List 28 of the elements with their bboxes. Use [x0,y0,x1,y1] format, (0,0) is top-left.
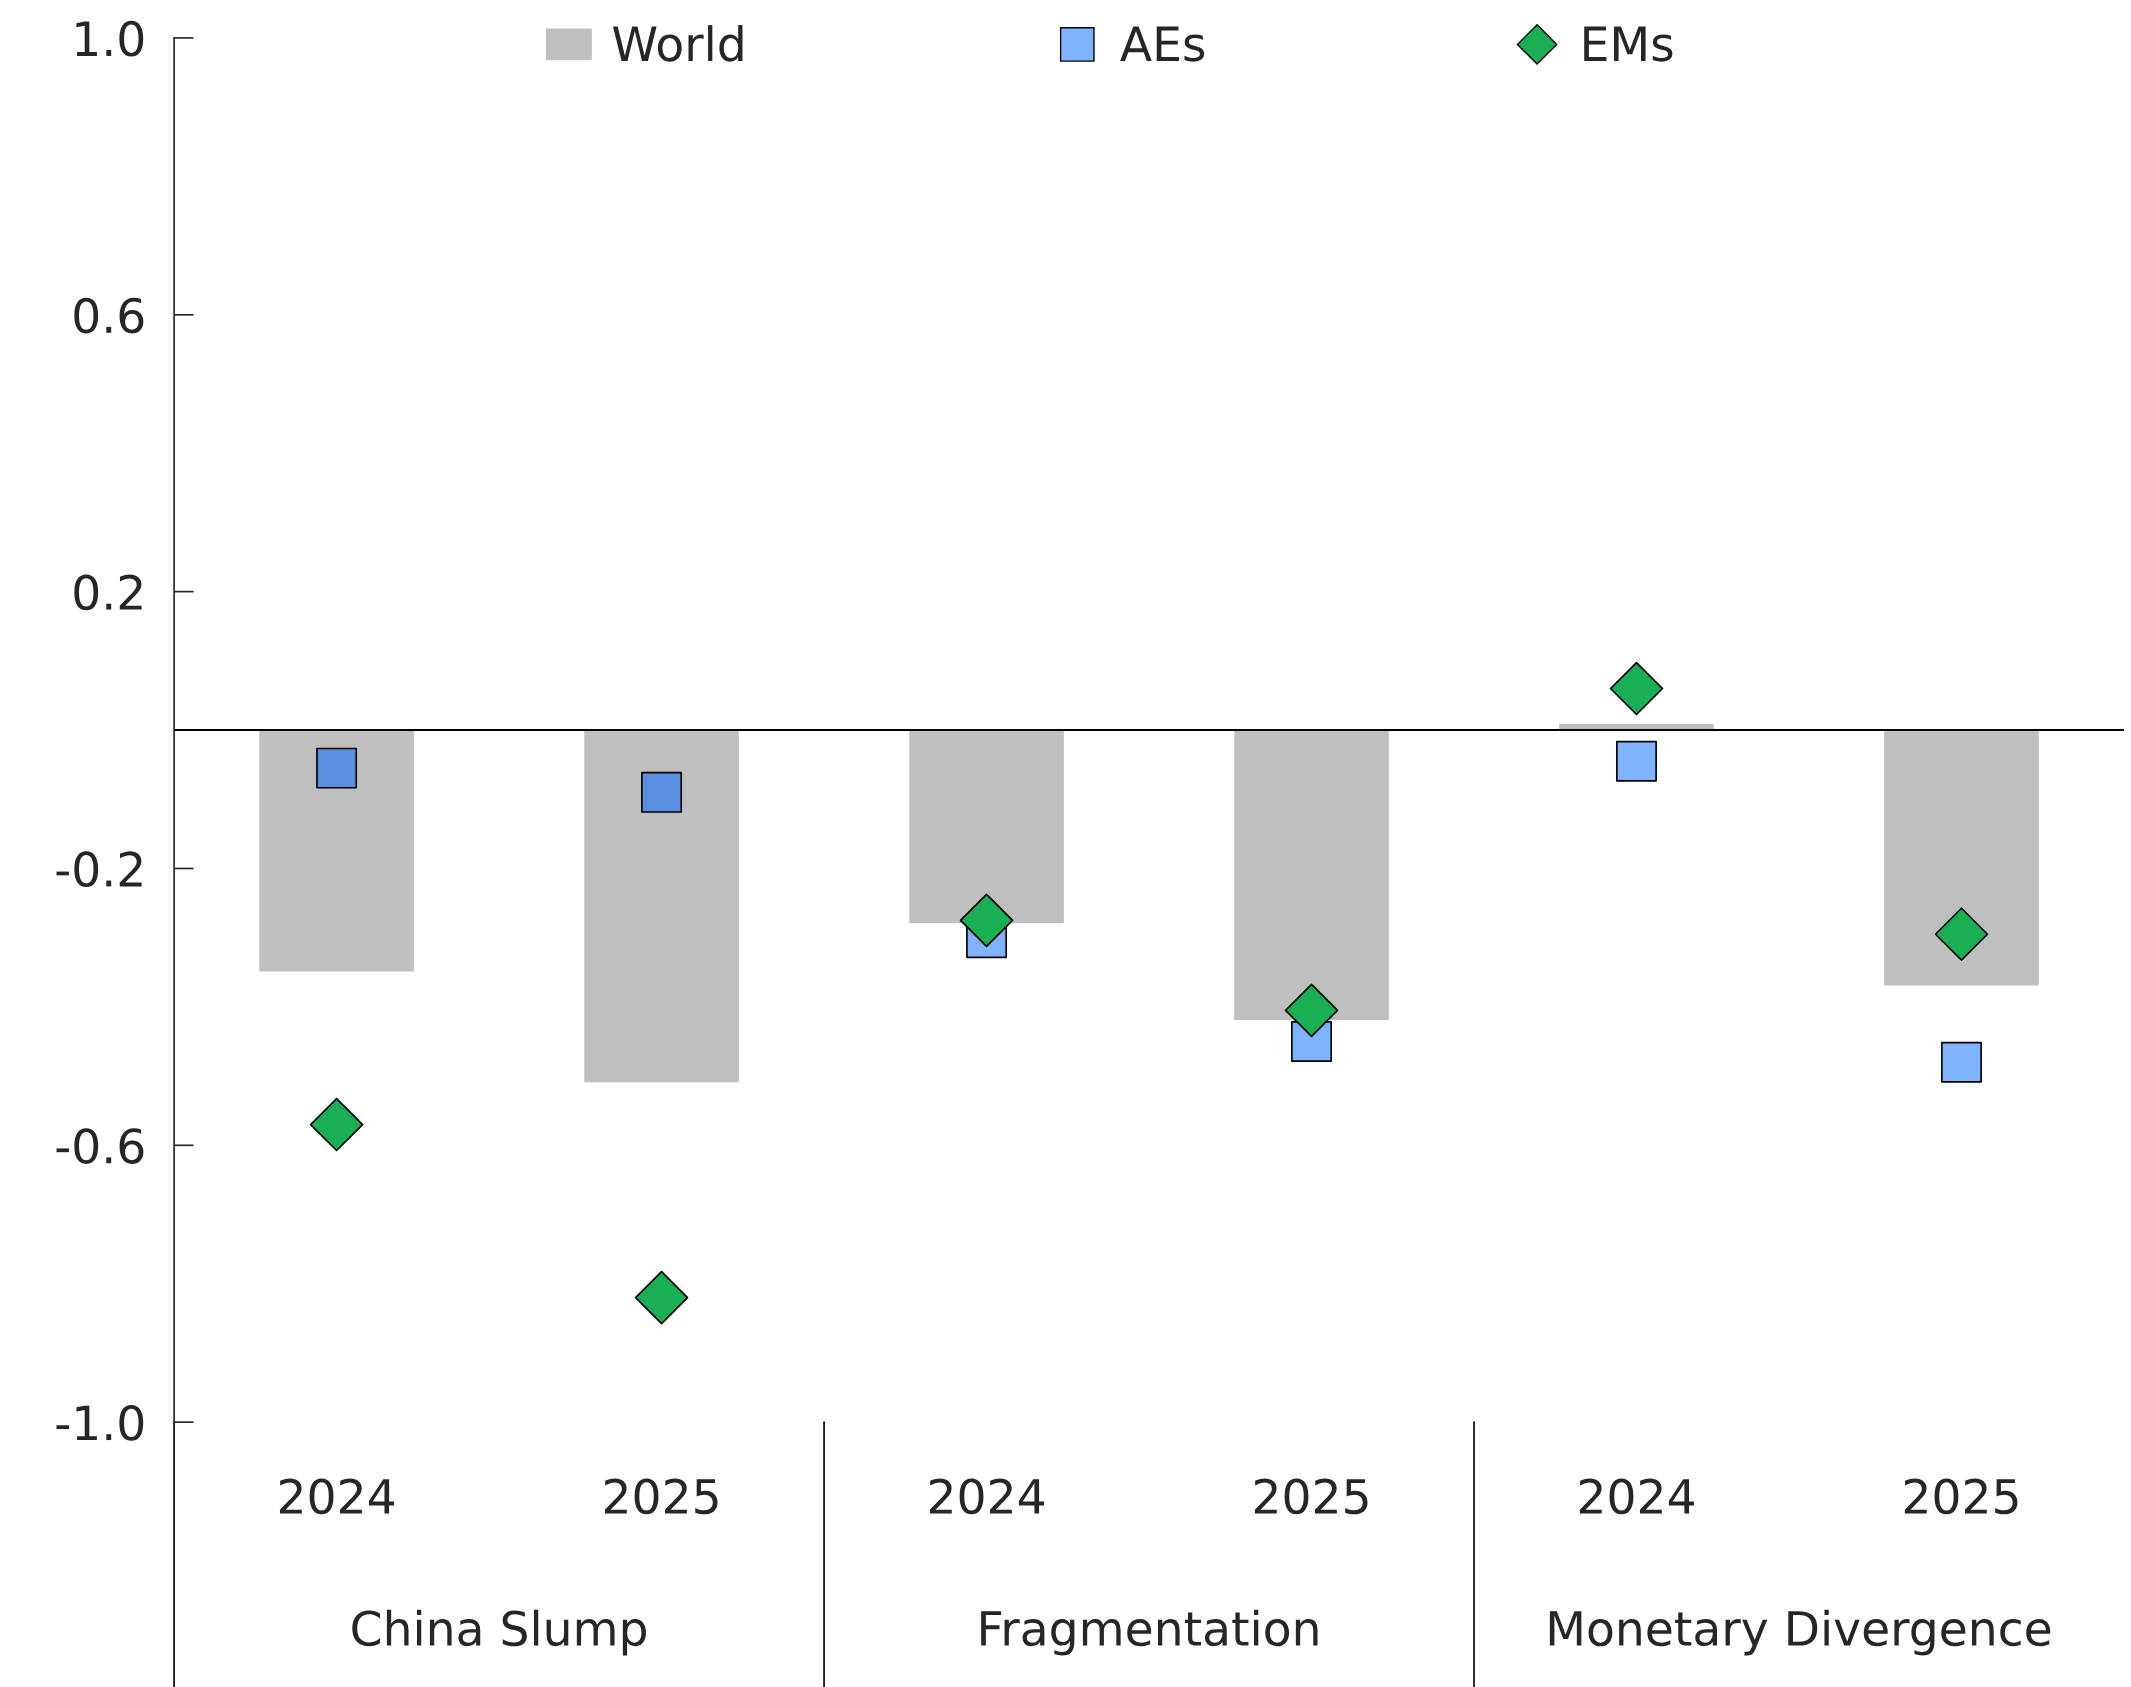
x-tick-label: 2025 [604,1478,718,1515]
point [1284,983,1339,1038]
point [959,893,1014,948]
x-tick-label: 2024 [279,1478,395,1515]
point [309,1097,364,1152]
text: Fragmentation [981,1609,1318,1656]
legend-label: EMs [1584,26,1673,62]
text: Monetary Divergence [1549,1609,2051,1656]
point [641,771,683,813]
y-tick-label: 1.0 [76,20,144,57]
x-tick-label: 2025 [1254,1478,1368,1515]
x-tick-label: 2024 [1579,1478,1694,1515]
text: China Slump [352,1609,646,1656]
point [634,1270,689,1325]
point [1941,1041,1982,1083]
legend-label: World [612,25,743,62]
x-tick-label: 2024 [929,1478,1044,1515]
y-tick-label: -0.6 [56,1128,144,1164]
y-tick-label: 0.6 [74,297,144,334]
y-tick-label: -0.2 [56,851,142,888]
point [316,747,358,789]
y-tick-label: -1.0 [56,1405,144,1441]
y-tick-label: 0.2 [74,574,142,611]
x-tick-label: 2025 [1904,1478,2018,1515]
point [1609,661,1664,716]
point [1616,740,1657,782]
legend-label: AEs [1120,26,1205,62]
point [1934,907,1989,962]
